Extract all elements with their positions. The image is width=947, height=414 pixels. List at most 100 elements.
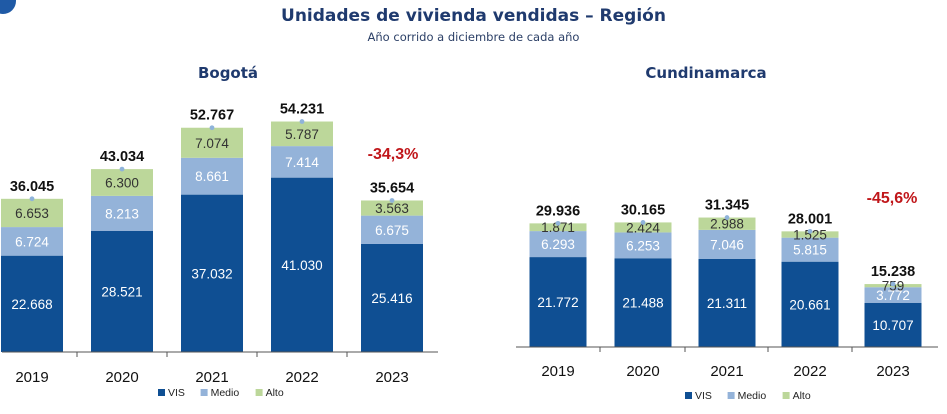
cundinamarca-label-vis-2022: 20.661 <box>789 297 830 312</box>
bogota-year-2021: 2021 <box>195 369 228 386</box>
cundinamarca-label-medio-2021: 7.046 <box>710 237 744 252</box>
bogota-year-2022: 2022 <box>285 369 318 386</box>
bogota-total-dot-2019 <box>29 196 35 202</box>
cundinamarca-bar-medio-2019 <box>529 231 587 258</box>
cundinamarca-year-2023: 2023 <box>876 363 909 380</box>
cundinamarca-bar-alto-2022 <box>781 231 839 238</box>
cundinamarca-legend-swatch-medio <box>727 392 735 399</box>
bogota-bar-alto-2019 <box>1 198 63 228</box>
cundinamarca-legend-alto: Alto <box>793 390 811 402</box>
bogota-total-2019: 36.045 <box>10 179 54 195</box>
bogota-total-dot-2022 <box>299 119 305 124</box>
cundinamarca-total-dot-2020 <box>640 220 646 225</box>
bogota-year-2019: 2019 <box>15 369 48 386</box>
cundinamarca-bar-vis-2022 <box>781 261 839 347</box>
bogota-legend-vis: VIS <box>168 387 185 399</box>
bogota-legend-swatch-alto <box>255 389 263 396</box>
cundinamarca-year-2020: 2020 <box>626 363 659 380</box>
bogota-total-2022: 54.231 <box>280 102 324 118</box>
cundinamarca-total-dot-2023 <box>890 281 896 287</box>
cundinamarca-legend-swatch-alto <box>782 392 790 399</box>
cundinamarca-label-alto-2019: 1.871 <box>541 220 575 235</box>
cundinamarca-legend-vis: VIS <box>695 390 712 402</box>
bogota-bar-medio-2023 <box>361 215 423 244</box>
bogota-label-medio-2021: 8.661 <box>195 169 229 184</box>
bogota-label-medio-2022: 7.414 <box>285 155 319 170</box>
bogota-bar-alto-2022 <box>271 121 333 147</box>
bogota-bar-vis-2020 <box>91 230 153 352</box>
cundinamarca-bar-alto-2019 <box>529 223 587 232</box>
cundinamarca-bar-alto-2020 <box>614 222 672 233</box>
page-subtitle: Año corrido a diciembre de cada año <box>367 30 580 44</box>
cundinamarca-total-2021: 31.345 <box>705 198 749 214</box>
bogota-total-2021: 52.767 <box>190 108 234 124</box>
bogota-total-dot-2023 <box>389 198 395 203</box>
cundinamarca-label-alto-2021: 2.988 <box>710 217 744 232</box>
cundinamarca-total-dot-2019 <box>555 220 561 226</box>
bogota-label-vis-2023: 25.416 <box>371 291 412 306</box>
bogota-label-alto-2019: 6.653 <box>15 206 49 221</box>
cundinamarca-label-vis-2023: 10.707 <box>872 318 913 333</box>
bogota-chart-title: Bogotá <box>198 64 258 82</box>
bogota-bar-alto-2021 <box>181 127 243 158</box>
cundinamarca-total-dot-2022 <box>807 228 813 234</box>
cundinamarca-total-2022: 28.001 <box>788 211 832 227</box>
cundinamarca-total-2019: 29.936 <box>536 203 580 219</box>
bogota-change-label: -34,3% <box>368 146 419 163</box>
bogota-bar-medio-2019 <box>1 227 63 256</box>
bogota-bar-medio-2022 <box>271 146 333 178</box>
cundinamarca-label-alto-2022: 1.525 <box>793 228 827 243</box>
bogota-label-vis-2021: 37.032 <box>191 266 232 281</box>
cundinamarca-bar-medio-2021 <box>698 229 756 259</box>
cundinamarca-total-2020: 30.165 <box>621 202 665 218</box>
cundinamarca-label-medio-2019: 6.293 <box>541 237 575 252</box>
bogota-bar-vis-2021 <box>181 194 243 352</box>
cundinamarca-label-vis-2019: 21.772 <box>537 295 578 310</box>
cundinamarca-label-medio-2020: 6.253 <box>626 238 660 253</box>
bogota-bar-alto-2020 <box>91 169 153 196</box>
bogota-legend-medio: Medio <box>211 387 240 399</box>
cundinamarca-chart-title: Cundinamarca <box>645 64 766 82</box>
bogota-bar-vis-2019 <box>1 255 63 352</box>
cundinamarca-bar-medio-2020 <box>614 232 672 259</box>
bogota-label-alto-2022: 5.787 <box>285 127 319 142</box>
bogota-total-dot-2021 <box>209 125 215 131</box>
bogota-bar-vis-2023 <box>361 243 423 352</box>
cundinamarca-year-2021: 2021 <box>710 363 743 380</box>
bogota-year-2023: 2023 <box>375 369 408 386</box>
cundinamarca-bar-vis-2020 <box>614 258 672 347</box>
cundinamarca-legend-swatch-vis <box>685 392 692 399</box>
cundinamarca-label-medio-2022: 5.815 <box>793 243 827 258</box>
cundinamarca-bar-alto-2021 <box>698 217 756 230</box>
bogota-label-alto-2021: 7.074 <box>195 136 229 151</box>
cundinamarca-label-vis-2020: 21.488 <box>622 296 663 311</box>
cundinamarca-label-alto-2020: 2.424 <box>626 220 660 235</box>
cundinamarca-bar-vis-2021 <box>698 258 756 347</box>
page-title: Unidades de vivienda vendidas – Región <box>281 6 666 26</box>
bogota-legend-swatch-vis <box>158 389 165 396</box>
cundinamarca-bar-medio-2023 <box>864 287 922 303</box>
bogota-label-medio-2023: 6.675 <box>375 223 409 238</box>
bogota-total-dot-2020 <box>119 166 125 172</box>
cundinamarca-legend-medio: Medio <box>738 390 767 402</box>
cundinamarca-bar-medio-2022 <box>781 237 839 262</box>
bogota-label-vis-2020: 28.521 <box>101 284 142 299</box>
bogota-bar-vis-2022 <box>271 177 333 352</box>
cundinamarca-year-2019: 2019 <box>541 363 574 380</box>
bogota-legend-swatch-medio <box>200 389 208 396</box>
bogota-bar-medio-2021 <box>181 157 243 195</box>
bogota-label-medio-2020: 8.213 <box>105 206 139 221</box>
bogota-year-2020: 2020 <box>105 369 138 386</box>
cundinamarca-label-medio-2023: 3.772 <box>876 288 910 303</box>
bogota-total-2020: 43.034 <box>100 149 144 165</box>
bogota-label-vis-2019: 22.668 <box>11 297 52 312</box>
bogota-total-2023: 35.654 <box>370 180 414 196</box>
cundinamarca-label-vis-2021: 21.311 <box>707 296 747 311</box>
bogota-label-alto-2020: 6.300 <box>105 175 139 190</box>
cundinamarca-total-dot-2021 <box>724 215 730 220</box>
bogota-label-vis-2022: 41.030 <box>281 258 322 273</box>
bogota-bar-alto-2023 <box>361 200 423 216</box>
cundinamarca-year-2022: 2022 <box>793 363 826 380</box>
bogota-label-alto-2023: 3.563 <box>375 201 409 216</box>
